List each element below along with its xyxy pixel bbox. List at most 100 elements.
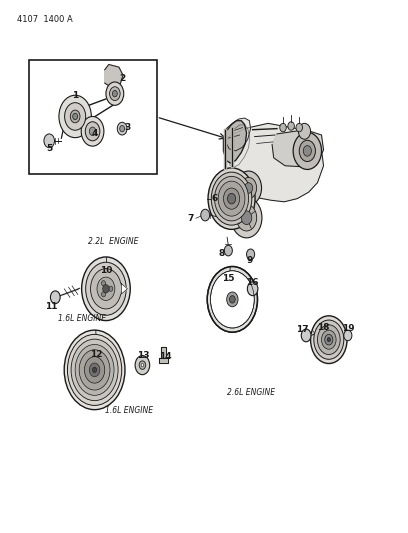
Circle shape: [86, 262, 126, 316]
Circle shape: [224, 188, 239, 209]
Circle shape: [230, 296, 235, 303]
Circle shape: [110, 87, 120, 101]
Circle shape: [103, 285, 109, 293]
Text: 2: 2: [119, 74, 125, 83]
Circle shape: [106, 82, 124, 106]
Text: 9: 9: [246, 256, 253, 265]
Polygon shape: [160, 358, 168, 363]
Circle shape: [89, 363, 100, 377]
Circle shape: [322, 330, 336, 349]
Circle shape: [208, 168, 255, 229]
Circle shape: [327, 337, 330, 342]
Polygon shape: [272, 130, 324, 167]
Circle shape: [85, 122, 100, 141]
Circle shape: [71, 339, 118, 401]
Circle shape: [280, 123, 286, 132]
Circle shape: [310, 316, 347, 364]
Circle shape: [82, 257, 130, 320]
Circle shape: [89, 127, 96, 135]
Circle shape: [231, 198, 262, 238]
Circle shape: [91, 269, 121, 309]
Circle shape: [317, 325, 340, 354]
Circle shape: [241, 211, 252, 224]
Text: 11: 11: [44, 302, 57, 311]
Text: 14: 14: [159, 352, 172, 361]
Text: 8: 8: [218, 249, 224, 259]
Polygon shape: [224, 120, 246, 163]
Circle shape: [244, 183, 253, 193]
Circle shape: [299, 140, 315, 161]
Circle shape: [296, 123, 302, 132]
Circle shape: [73, 114, 78, 119]
Text: 6: 6: [211, 194, 217, 203]
Circle shape: [117, 122, 127, 135]
Polygon shape: [161, 347, 166, 358]
Text: 7: 7: [188, 214, 194, 223]
Circle shape: [246, 249, 255, 260]
Circle shape: [135, 356, 150, 375]
Circle shape: [59, 95, 91, 138]
Circle shape: [64, 330, 125, 410]
Text: 2.6L ENGINE: 2.6L ENGINE: [226, 388, 275, 397]
Text: 13: 13: [137, 351, 149, 360]
Circle shape: [70, 110, 80, 123]
Text: 17: 17: [296, 325, 308, 334]
Polygon shape: [224, 118, 251, 151]
Circle shape: [109, 286, 113, 292]
Text: 1: 1: [72, 91, 79, 100]
Text: 10: 10: [100, 266, 112, 274]
Circle shape: [325, 334, 333, 345]
Circle shape: [224, 245, 233, 256]
Circle shape: [240, 177, 257, 199]
Circle shape: [301, 329, 311, 342]
Circle shape: [201, 209, 210, 221]
Circle shape: [51, 291, 60, 304]
Circle shape: [81, 116, 104, 146]
Circle shape: [67, 334, 122, 406]
Circle shape: [207, 266, 257, 332]
Polygon shape: [121, 284, 127, 294]
Text: 19: 19: [342, 324, 355, 333]
Circle shape: [44, 134, 55, 148]
Circle shape: [75, 344, 114, 395]
Circle shape: [93, 367, 97, 373]
Text: 1.6L ENGINE: 1.6L ENGINE: [105, 406, 153, 415]
Circle shape: [298, 123, 310, 139]
FancyBboxPatch shape: [29, 60, 157, 174]
Polygon shape: [105, 64, 123, 88]
Text: 1.6L ENGINE: 1.6L ENGINE: [58, 314, 106, 323]
Circle shape: [97, 277, 115, 301]
Circle shape: [227, 292, 238, 307]
Circle shape: [215, 176, 248, 221]
Circle shape: [211, 271, 254, 328]
Circle shape: [141, 364, 144, 367]
Circle shape: [344, 330, 352, 341]
Circle shape: [211, 172, 252, 225]
Circle shape: [293, 132, 322, 169]
Text: 18: 18: [317, 323, 330, 332]
Text: 15: 15: [222, 273, 235, 282]
Circle shape: [228, 193, 235, 204]
Circle shape: [79, 350, 110, 390]
Text: 5: 5: [46, 144, 52, 153]
Circle shape: [120, 125, 124, 132]
Circle shape: [113, 91, 117, 97]
Circle shape: [247, 282, 258, 296]
Text: 4: 4: [91, 130, 98, 139]
Circle shape: [139, 361, 146, 369]
Circle shape: [102, 280, 106, 286]
Circle shape: [84, 357, 105, 383]
Text: 16: 16: [246, 278, 258, 287]
Circle shape: [314, 320, 344, 359]
Circle shape: [64, 103, 86, 130]
Circle shape: [102, 292, 106, 297]
Text: 2.2L  ENGINE: 2.2L ENGINE: [88, 237, 138, 246]
Text: 3: 3: [124, 123, 130, 132]
Circle shape: [235, 171, 262, 205]
Circle shape: [236, 205, 257, 231]
Polygon shape: [224, 123, 324, 202]
Text: 4107  1400 A: 4107 1400 A: [17, 15, 73, 25]
Text: 12: 12: [90, 350, 103, 359]
Circle shape: [218, 181, 245, 216]
Circle shape: [288, 122, 294, 130]
